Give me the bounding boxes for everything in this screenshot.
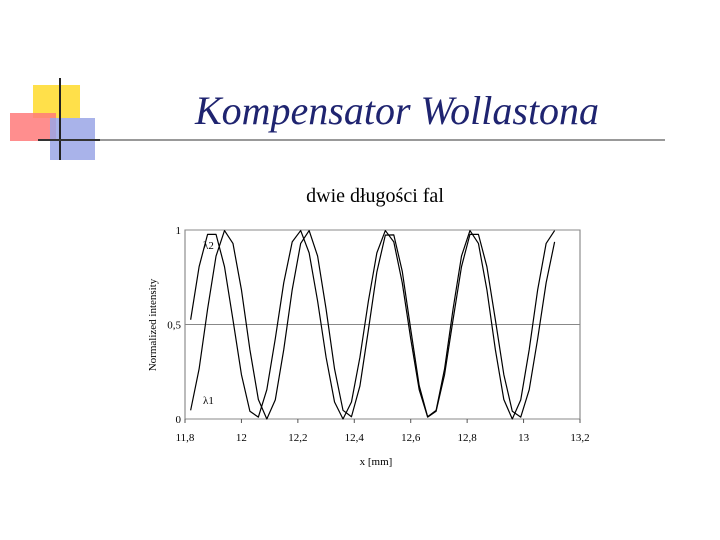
x-tick-label: 11,8	[176, 432, 195, 444]
x-tick-label: 12	[236, 432, 247, 444]
y-tick-label: 0	[176, 414, 182, 426]
x-tick-label: 12,8	[458, 432, 478, 444]
x-tick-label: 12,6	[401, 432, 421, 444]
x-tick-label: 13,2	[570, 432, 589, 444]
page-title: Kompensator Wollastona	[194, 88, 599, 133]
y-axis-label: Normalized intensity	[147, 278, 159, 371]
x-tick-label: 12,2	[288, 432, 307, 444]
x-tick-label: 13	[518, 432, 530, 444]
series-line	[190, 229, 556, 420]
series-label: λ1	[203, 395, 214, 407]
x-tick-label: 12,4	[345, 432, 365, 444]
decor-red	[10, 113, 56, 141]
series-label: λ2	[203, 240, 214, 252]
y-tick-label: 1	[176, 225, 182, 237]
series-line	[190, 229, 556, 420]
y-tick-label: 0,5	[167, 320, 181, 332]
chart-title: dwie długości fal	[306, 185, 444, 207]
x-axis-label: x [mm]	[360, 456, 393, 468]
decor-yellow	[33, 85, 80, 118]
